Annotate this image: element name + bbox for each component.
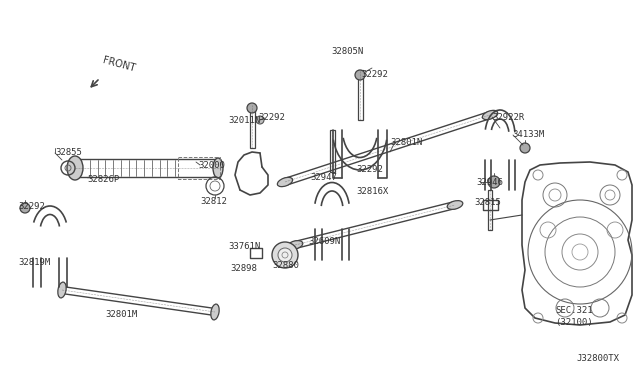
Bar bbox=[178, 157, 220, 179]
Text: J32800TX: J32800TX bbox=[576, 354, 619, 363]
Text: 32812: 32812 bbox=[200, 197, 227, 206]
Circle shape bbox=[272, 242, 298, 268]
Text: 32855: 32855 bbox=[55, 148, 82, 157]
Text: 32880: 32880 bbox=[272, 261, 299, 270]
Text: 33761N: 33761N bbox=[228, 242, 260, 251]
Circle shape bbox=[256, 116, 264, 124]
Ellipse shape bbox=[67, 156, 83, 180]
Text: 32292: 32292 bbox=[361, 70, 388, 79]
Text: 32292: 32292 bbox=[258, 113, 285, 122]
Circle shape bbox=[278, 248, 292, 262]
Text: 32815: 32815 bbox=[474, 198, 501, 207]
Circle shape bbox=[520, 143, 530, 153]
Circle shape bbox=[20, 203, 30, 213]
Ellipse shape bbox=[447, 201, 463, 209]
Text: (32100): (32100) bbox=[555, 318, 593, 327]
Text: 34133M: 34133M bbox=[512, 130, 544, 139]
Text: 32292: 32292 bbox=[18, 202, 45, 211]
Ellipse shape bbox=[483, 110, 498, 120]
Text: 32609N: 32609N bbox=[308, 237, 340, 246]
Text: 32816X: 32816X bbox=[356, 187, 388, 196]
Text: 32947: 32947 bbox=[310, 173, 337, 182]
Text: 32292: 32292 bbox=[356, 165, 383, 174]
Ellipse shape bbox=[277, 177, 292, 187]
Text: 32922R: 32922R bbox=[492, 113, 524, 122]
Text: 32801N: 32801N bbox=[390, 138, 422, 147]
Text: 32946: 32946 bbox=[476, 178, 503, 187]
Circle shape bbox=[247, 103, 257, 113]
Text: 32801M: 32801M bbox=[105, 310, 137, 319]
Ellipse shape bbox=[58, 282, 66, 298]
Text: 32000: 32000 bbox=[198, 161, 225, 170]
Text: 32805N: 32805N bbox=[331, 47, 364, 56]
Text: 32011N: 32011N bbox=[228, 116, 260, 125]
Circle shape bbox=[488, 176, 500, 188]
Text: 32819M: 32819M bbox=[18, 258, 51, 267]
Circle shape bbox=[355, 70, 365, 80]
Text: 32898: 32898 bbox=[230, 264, 257, 273]
Ellipse shape bbox=[213, 158, 223, 178]
Text: FRONT: FRONT bbox=[101, 56, 136, 74]
Ellipse shape bbox=[287, 241, 303, 249]
Ellipse shape bbox=[211, 304, 219, 320]
Text: 32826P: 32826P bbox=[87, 175, 119, 184]
Text: SEC.321: SEC.321 bbox=[555, 306, 593, 315]
